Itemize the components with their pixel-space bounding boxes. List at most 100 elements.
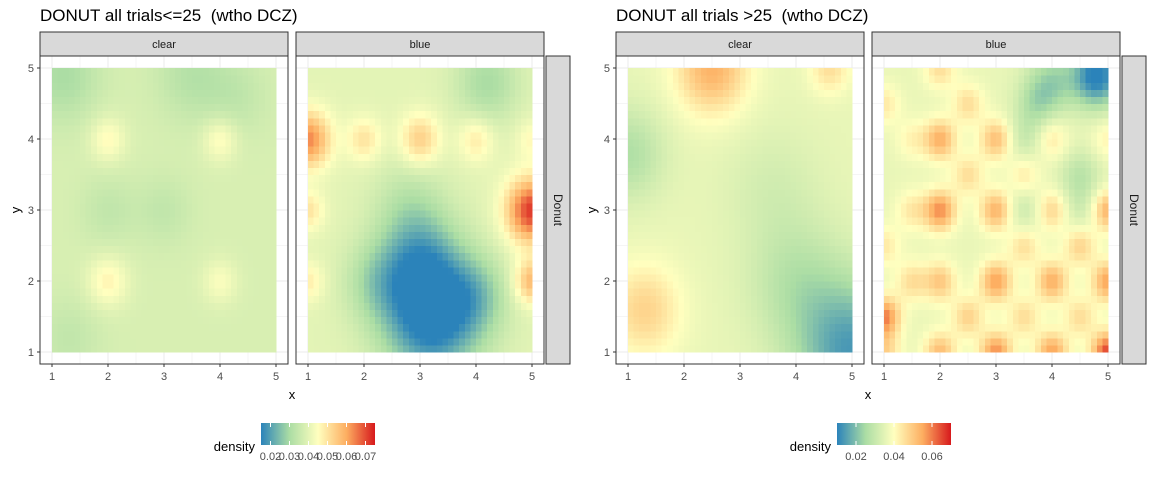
density-cell <box>476 345 482 353</box>
density-cell <box>807 267 813 275</box>
density-cell <box>270 82 276 90</box>
density-cell <box>712 182 718 190</box>
density-cell <box>846 338 852 346</box>
density-cell <box>381 182 387 190</box>
density-cell <box>231 139 237 147</box>
density-cell <box>142 210 148 218</box>
density-cell <box>667 224 673 232</box>
density-cell <box>884 274 890 282</box>
density-cell <box>63 309 69 317</box>
density-cell <box>308 167 314 175</box>
density-cell <box>375 324 381 332</box>
density-cell <box>97 68 103 76</box>
density-cell <box>454 324 460 332</box>
density-cell <box>308 274 314 282</box>
density-cell <box>431 238 437 246</box>
density-cell <box>314 253 320 261</box>
density-cell <box>342 338 348 346</box>
density-cell <box>656 246 662 254</box>
density-cell <box>58 217 64 225</box>
density-cell <box>734 89 740 97</box>
density-cell <box>74 132 80 140</box>
density-cell <box>751 196 757 204</box>
density-cell <box>813 111 819 119</box>
density-cell <box>426 96 432 104</box>
density-cell <box>192 295 198 303</box>
density-cell <box>634 345 640 353</box>
density-cell <box>69 189 75 197</box>
density-cell <box>740 217 746 225</box>
density-cell <box>487 203 493 211</box>
density-cell <box>80 317 86 325</box>
density-cell <box>63 111 69 119</box>
density-cell <box>779 224 785 232</box>
density-cell <box>634 139 640 147</box>
density-cell <box>476 231 482 239</box>
density-cell <box>662 345 668 353</box>
density-cell <box>476 210 482 218</box>
density-cell <box>695 139 701 147</box>
density-cell <box>164 189 170 197</box>
density-cell <box>209 324 215 332</box>
density-cell <box>375 210 381 218</box>
density-cell <box>470 281 476 289</box>
density-cell <box>270 104 276 112</box>
density-cell <box>650 203 656 211</box>
density-cell <box>270 196 276 204</box>
density-cell <box>392 175 398 183</box>
density-cell <box>774 217 780 225</box>
density-cell <box>690 324 696 332</box>
density-cell <box>119 281 125 289</box>
density-cell <box>470 260 476 268</box>
density-cell <box>526 118 532 126</box>
density-cell <box>504 189 510 197</box>
density-cell <box>476 246 482 254</box>
density-cell <box>314 146 320 154</box>
density-cell <box>673 274 679 282</box>
density-cell <box>342 146 348 154</box>
density-cell <box>170 96 176 104</box>
density-cell <box>308 68 314 76</box>
density-cell <box>102 118 108 126</box>
density-cell <box>364 125 370 133</box>
density-cell <box>314 82 320 90</box>
density-cell <box>226 331 232 339</box>
density-cell <box>712 75 718 83</box>
density-cell <box>164 253 170 261</box>
density-cell <box>437 260 443 268</box>
density-cell <box>386 82 392 90</box>
density-cell <box>119 111 125 119</box>
density-cell <box>628 196 634 204</box>
density-cell <box>746 224 752 232</box>
density-cell <box>645 139 651 147</box>
density-cell <box>97 82 103 90</box>
density-cell <box>426 111 432 119</box>
density-cell <box>470 125 476 133</box>
density-raster <box>308 68 533 353</box>
density-cell <box>209 175 215 183</box>
density-cell <box>319 302 325 310</box>
density-cell <box>147 260 153 268</box>
density-cell <box>465 160 471 168</box>
density-cell <box>142 82 148 90</box>
density-cell <box>723 210 729 218</box>
density-cell <box>774 260 780 268</box>
density-cell <box>790 96 796 104</box>
density-cell <box>515 324 521 332</box>
density-cell <box>58 89 64 97</box>
density-cell <box>153 345 159 353</box>
y-tick-label: 5 <box>28 63 34 75</box>
density-cell <box>209 104 215 112</box>
density-cell <box>358 309 364 317</box>
density-cell <box>740 331 746 339</box>
density-cell <box>673 203 679 211</box>
density-cell <box>186 167 192 175</box>
density-cell <box>459 68 465 76</box>
density-cell <box>459 345 465 353</box>
density-cell <box>695 224 701 232</box>
density-cell <box>656 118 662 126</box>
density-cell <box>634 331 640 339</box>
density-cell <box>667 331 673 339</box>
density-cell <box>347 167 353 175</box>
